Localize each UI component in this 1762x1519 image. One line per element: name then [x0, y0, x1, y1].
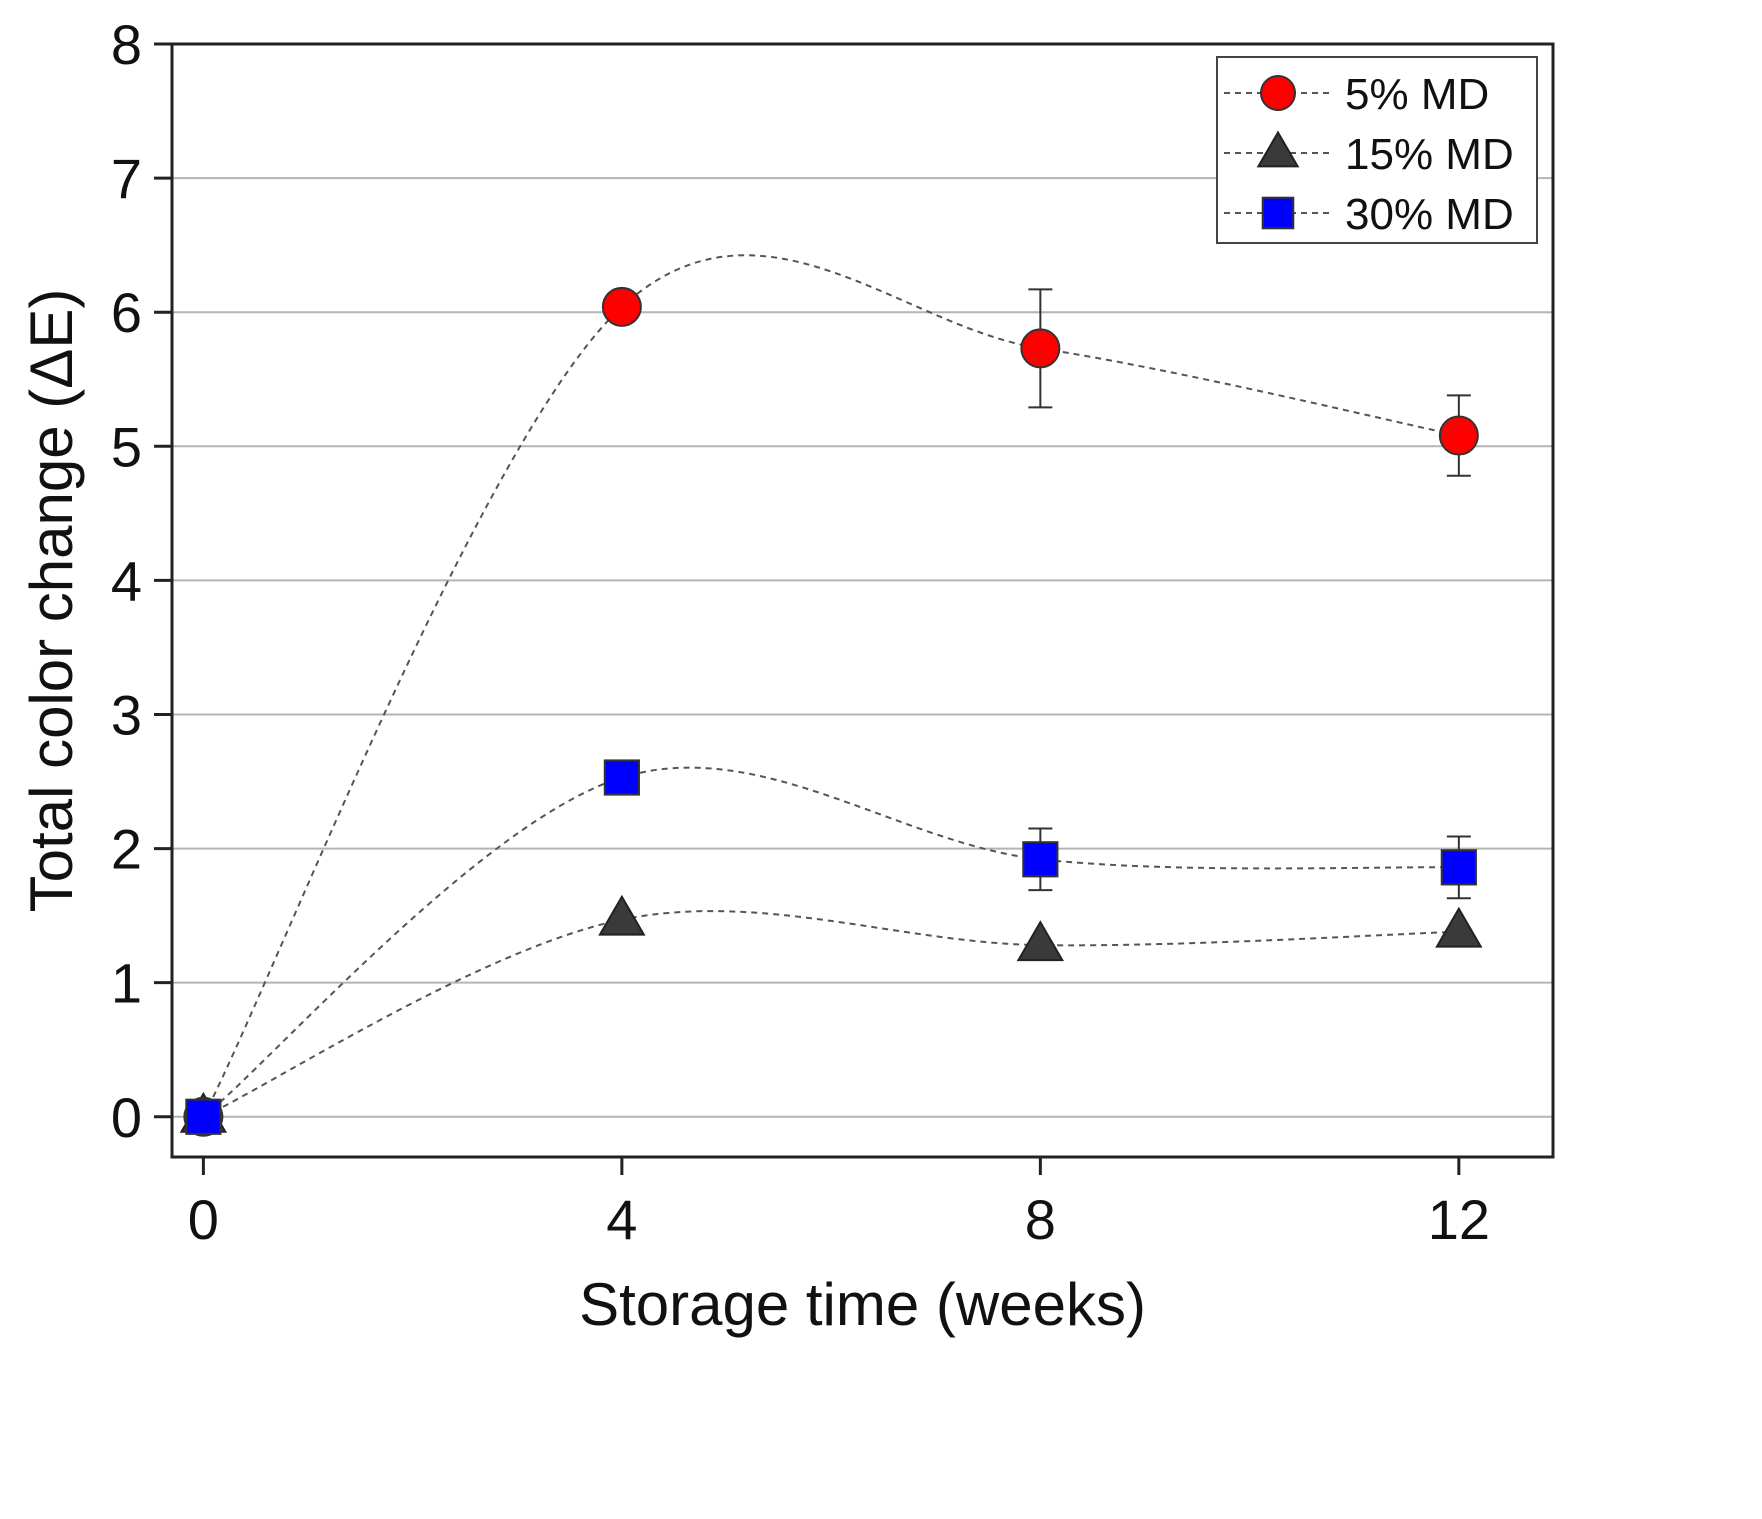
data-point-30pct-md-4 — [603, 759, 640, 796]
y-tick-label-8: 8 — [111, 13, 142, 76]
series-curves — [202, 254, 1460, 1118]
legend-label-15pct-md: 15% MD — [1345, 130, 1514, 179]
legend-marker-5pct-md — [1260, 75, 1296, 111]
x-tick-label-8: 8 — [1025, 1188, 1056, 1251]
data-point-15pct-md-4 — [598, 894, 646, 936]
y-tick-label-6: 6 — [111, 281, 142, 344]
data-point-30pct-md-12 — [1440, 849, 1477, 886]
data-point-15pct-md-12 — [1435, 906, 1483, 948]
x-tick-label-0: 0 — [188, 1188, 219, 1251]
series-curve-30pct-md — [202, 766, 1459, 1118]
legend-label-30pct-md: 30% MD — [1345, 190, 1514, 239]
x-axis-label: Storage time (weeks) — [579, 1271, 1146, 1338]
axis-ticks — [154, 42, 1461, 1175]
x-tick-label-4: 4 — [606, 1188, 637, 1251]
y-tick-label-5: 5 — [111, 415, 142, 478]
series-curve-5pct-md — [202, 254, 1460, 1118]
y-tick-label-2: 2 — [111, 818, 142, 881]
legend-label-5pct-md: 5% MD — [1345, 70, 1489, 119]
data-points — [179, 286, 1483, 1137]
y-tick-label-0: 0 — [111, 1086, 142, 1149]
y-tick-label-7: 7 — [111, 147, 142, 210]
legend-marker-30pct-md — [1261, 196, 1295, 230]
data-point-30pct-md-8 — [1022, 841, 1059, 878]
legend-marker-15pct-md — [1256, 130, 1300, 168]
y-axis-label: Total color change (ΔE) — [18, 289, 85, 913]
legend: 5% MD 15% MD 30% MD — [1216, 56, 1538, 244]
data-point-5pct-md-8 — [1020, 328, 1061, 369]
y-tick-label-3: 3 — [111, 683, 142, 746]
data-point-5pct-md-4 — [601, 286, 642, 327]
x-tick-label-12: 12 — [1428, 1188, 1490, 1251]
plot-frame — [170, 42, 1555, 1159]
data-point-30pct-md-0 — [185, 1098, 222, 1135]
data-point-15pct-md-8 — [1016, 920, 1065, 962]
series-curve-15pct-md — [202, 910, 1459, 1118]
y-tick-label-4: 4 — [111, 549, 142, 612]
y-tick-label-1: 1 — [111, 952, 142, 1015]
data-point-5pct-md-12 — [1438, 415, 1479, 456]
